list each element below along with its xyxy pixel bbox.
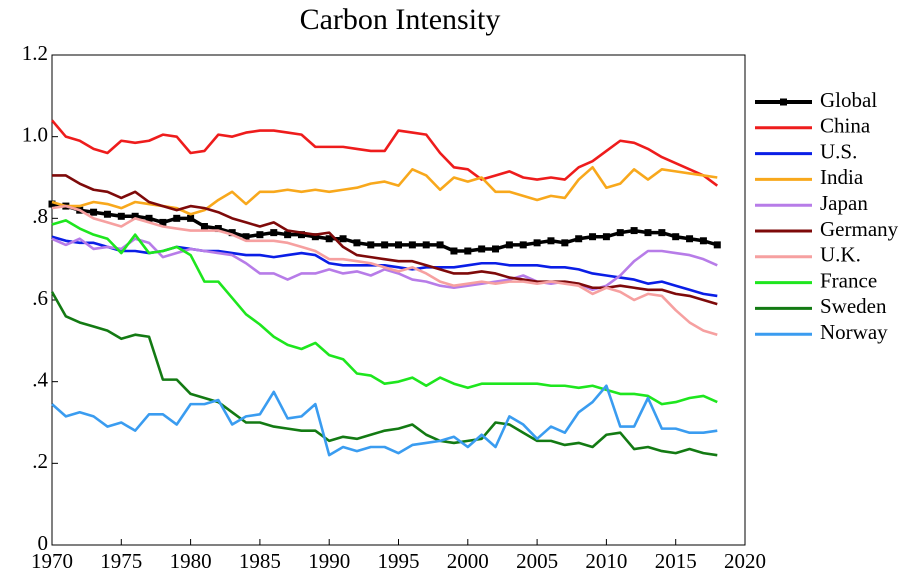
series-line [51,384,718,457]
x-tick-label: 1970 [31,549,73,573]
series-line [51,237,718,292]
marker [90,208,98,216]
marker [547,237,555,245]
marker [353,239,361,247]
marker [672,233,680,241]
marker [131,212,139,220]
x-tick-label: 1985 [239,549,281,573]
marker [381,241,389,249]
marker [270,229,278,237]
marker [173,214,181,222]
marker [686,235,694,243]
x-tick-label: 2010 [585,549,627,573]
marker [713,241,721,249]
legend-label: Germany [820,217,899,241]
series-line [51,219,718,406]
marker [589,233,597,241]
x-tick-label: 1995 [378,549,420,573]
marker [464,247,472,255]
y-tick-label: .8 [32,204,48,228]
marker [187,214,195,222]
marker [145,214,153,222]
marker [533,239,541,247]
x-tick-label: 1990 [308,549,350,573]
marker [228,229,236,237]
y-tick-label: .4 [32,367,48,391]
legend-label: Japan [820,191,868,215]
series-line [51,119,719,187]
marker [214,225,222,233]
y-tick-label: .6 [32,286,48,310]
marker [103,210,111,218]
marker [450,247,458,255]
x-tick-label: 2000 [447,549,489,573]
x-tick-label: 1975 [100,549,142,573]
marker [519,241,527,249]
legend-label: Global [820,88,877,112]
marker [644,229,652,237]
marker [395,241,402,249]
marker [325,235,333,243]
y-tick-label: 1.0 [22,122,48,146]
series-line [50,291,718,457]
marker [242,233,250,241]
marker [602,233,610,241]
legend-label: China [820,114,871,138]
marker [630,227,638,235]
y-tick-label: 0 [38,531,49,555]
marker [48,200,56,208]
marker [478,245,486,253]
legend-label: Sweden [820,294,887,318]
legend-label: Norway [820,320,888,344]
marker [367,241,375,249]
x-tick-label: 2020 [724,549,766,573]
x-tick-label: 2005 [516,549,558,573]
marker [117,212,125,220]
marker [297,231,305,239]
legend-label: France [820,268,877,292]
marker [159,218,167,226]
marker [575,235,583,243]
marker [256,231,264,239]
marker [284,231,292,239]
series-line [52,174,718,306]
marker [561,239,569,247]
marker [699,237,707,245]
plot-frame [51,54,746,546]
y-tick-label: 1.2 [22,41,48,65]
marker [492,245,500,253]
series-line [51,165,718,216]
marker [311,233,319,241]
marker [339,235,347,243]
series-line [51,204,718,336]
x-tick-label: 2015 [655,549,697,573]
marker [408,241,416,249]
marker [505,241,513,249]
legend-label: U.S. [820,139,857,163]
marker [436,241,444,249]
marker [422,241,430,249]
marker [658,229,666,237]
x-tick-label: 1980 [170,549,212,573]
y-tick-label: .2 [32,449,48,473]
legend-label: U.K. [820,243,861,267]
marker [616,229,624,237]
chart-title: Carbon Intensity [300,3,501,36]
legend-marker [780,98,787,106]
legend-label: India [820,165,864,189]
marker [200,223,208,230]
